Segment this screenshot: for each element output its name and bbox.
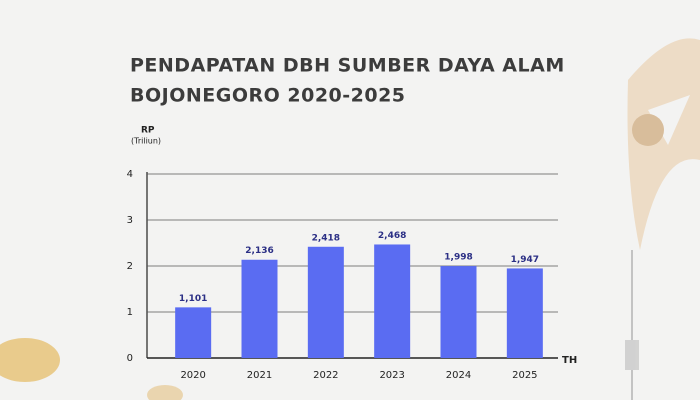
x-axis-label: TH <box>562 355 577 366</box>
y-tick-label: 3 <box>127 215 133 226</box>
y-tick-label: 4 <box>127 169 133 180</box>
bar <box>506 268 543 358</box>
value-label: 1,947 <box>511 255 539 265</box>
x-tick-label: 2023 <box>379 370 404 381</box>
y-axis-label: RP <box>141 126 155 136</box>
x-tick-label: 2025 <box>512 370 537 381</box>
y-tick-label: 1 <box>127 307 133 318</box>
x-tick-label: 2022 <box>313 370 338 381</box>
chart-title: BOJONEGORO 2020-2025 <box>130 85 406 107</box>
chart-title: PENDAPATAN DBH SUMBER DAYA ALAM <box>130 55 565 77</box>
bar <box>307 246 344 358</box>
x-tick-label: 2024 <box>446 370 471 381</box>
bar <box>241 259 278 358</box>
value-label: 1,998 <box>444 253 472 263</box>
value-label: 2,136 <box>245 246 273 256</box>
bar <box>440 266 477 358</box>
bar <box>374 244 411 358</box>
x-tick-label: 2021 <box>247 370 272 381</box>
value-label: 2,418 <box>312 233 340 243</box>
decoration <box>0 38 700 400</box>
value-label: 1,101 <box>179 294 207 304</box>
y-tick-label: 2 <box>127 261 133 272</box>
x-tick-label: 2020 <box>180 370 205 381</box>
y-axis-unit: (Triliun) <box>131 137 161 146</box>
y-tick-label: 0 <box>127 353 133 364</box>
bar <box>175 307 212 358</box>
value-label: 2,468 <box>378 231 406 241</box>
